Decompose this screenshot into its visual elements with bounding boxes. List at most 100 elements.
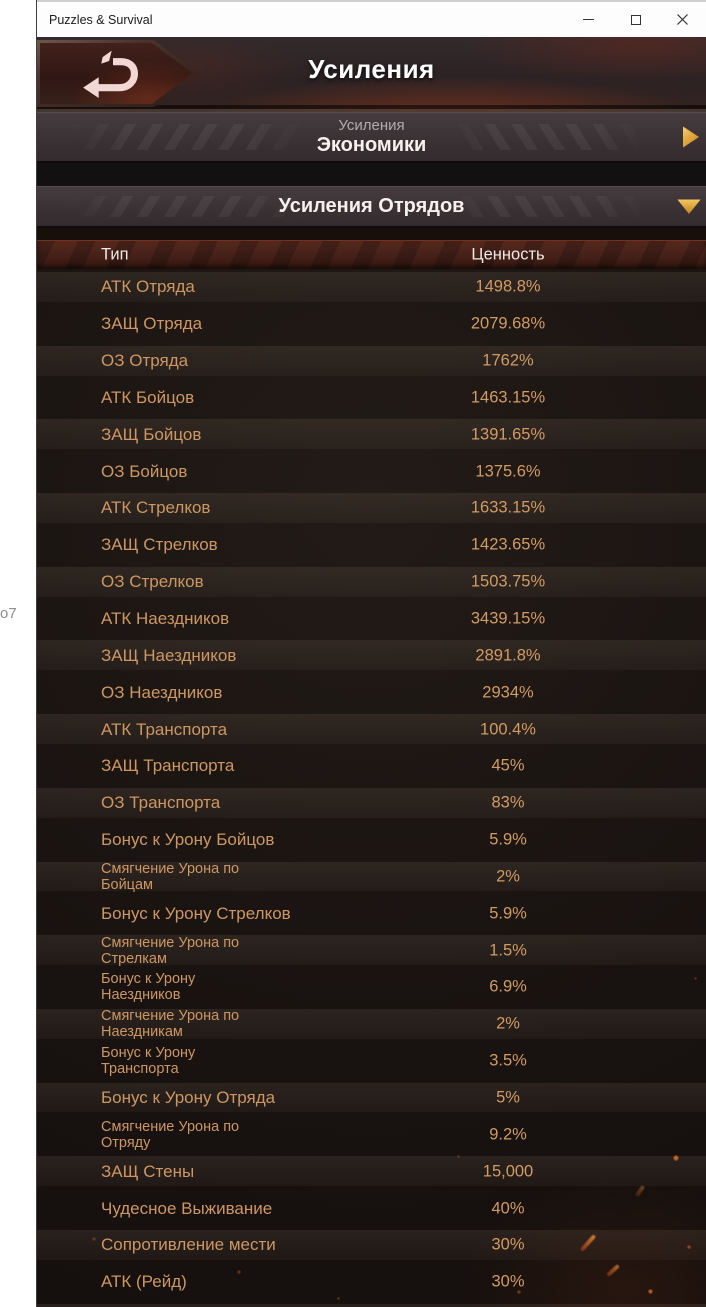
- row-value: 2%: [496, 1014, 520, 1033]
- minimize-button[interactable]: [565, 2, 612, 37]
- row-type-label: ЗАЩ Стены: [101, 1161, 195, 1181]
- row-type-label: Бонус к Урону Стрелков: [101, 903, 291, 923]
- row-value: 6.9%: [489, 977, 527, 996]
- table-row: Смягчение Урона по Наездникам 2%: [37, 1006, 706, 1043]
- column-header-value: Ценность: [471, 245, 545, 264]
- section-header-troops[interactable]: Усиления Отрядов: [37, 186, 706, 228]
- table-row: ЗАЩ Отряда 2079.68%: [37, 306, 706, 343]
- row-value: 1391.65%: [470, 425, 546, 444]
- row-type-label: Смягчение Урона по Бойцам: [101, 860, 240, 893]
- table-row: ОЗ Отряда 1762%: [37, 343, 706, 380]
- back-arrow-icon: [83, 50, 139, 99]
- row-value: 30%: [491, 1235, 525, 1254]
- table-row: ЗАЩ Бойцов 1391.65%: [37, 416, 706, 453]
- row-type-label: Бонус к Урону Бойцов: [101, 830, 275, 850]
- row-value: 3.5%: [489, 1051, 527, 1070]
- table-header-row: Тип Ценность: [37, 240, 706, 269]
- row-value: 2079.68%: [470, 314, 546, 333]
- row-value: 3439.15%: [470, 609, 546, 628]
- hazard-stripes-right: [446, 195, 646, 218]
- boost-table-body: АТК Отряда 1498.8% ЗАЩ Отряда 2079.68% ОЗ От…: [37, 269, 706, 1301]
- table-row: ЗАЩ Транспорта 45%: [37, 748, 706, 785]
- row-value: 1423.65%: [470, 535, 546, 554]
- maximize-icon: [630, 14, 641, 25]
- row-value: 1.5%: [489, 941, 527, 960]
- row-value: 2934%: [482, 683, 534, 702]
- table-row: ЗАЩ Стены 15,000: [37, 1153, 706, 1190]
- row-value: 15,000: [482, 1162, 534, 1181]
- table-row: Смягчение Урона по Стрелкам 1.5%: [37, 932, 706, 969]
- table-row: Бонус к Урону Наездников 6.9%: [37, 969, 706, 1006]
- table-row: Бонус к Урону Транспорта 3.5%: [37, 1043, 706, 1080]
- row-type-label: АТК Стрелков: [101, 498, 211, 518]
- row-value: 45%: [491, 756, 525, 775]
- table-row: ОЗ Наездников 2934%: [37, 674, 706, 711]
- boost-table: Тип Ценность АТК Отряда 1498.8% ЗАЩ Отряда…: [37, 228, 706, 1307]
- minimize-icon: [583, 19, 594, 20]
- row-type-label: ОЗ Транспорта: [101, 793, 221, 813]
- row-type-label: Бонус к Урону Отряда: [101, 1087, 276, 1107]
- table-row: АТК Стрелков 1633.15%: [37, 490, 706, 527]
- table-row: ОЗ Стрелков 1503.75%: [37, 564, 706, 601]
- hazard-stripes-left: [65, 195, 310, 218]
- window-controls: [565, 2, 706, 37]
- row-type-label: Смягчение Урона по Стрелкам: [101, 934, 240, 967]
- row-value: 1498.8%: [475, 277, 541, 296]
- table-row: Смягчение Урона по Отряду 9.2%: [37, 1116, 706, 1153]
- section-troops-label: Усиления Отрядов: [278, 195, 465, 217]
- row-type-label: ЗАЩ Транспорта: [101, 756, 235, 776]
- row-type-label: АТК Отряда: [101, 277, 195, 297]
- row-value: 9.2%: [489, 1125, 527, 1144]
- row-value: 30%: [491, 1272, 525, 1291]
- table-row: АТК Отряда 1498.8%: [37, 269, 706, 306]
- row-type-label: ОЗ Бойцов: [101, 461, 188, 481]
- maximize-button[interactable]: [612, 2, 659, 37]
- table-row: ЗАЩ Наездников 2891.8%: [37, 637, 706, 674]
- section-header-economy[interactable]: Усиления Экономики: [37, 112, 706, 163]
- section-economy-label: Усиления Экономики: [316, 117, 427, 156]
- row-value: 1463.15%: [470, 388, 546, 407]
- window-title: Puzzles & Survival: [49, 12, 153, 27]
- row-type-label: Смягчение Урона по Отряду: [101, 1118, 240, 1151]
- table-row: Сопротивление мести 30%: [37, 1227, 706, 1264]
- table-row: АТК Наездников 3439.15%: [37, 601, 706, 638]
- row-value: 40%: [491, 1199, 525, 1218]
- row-type-label: ОЗ Отряда: [101, 351, 189, 371]
- close-icon: [677, 14, 688, 25]
- table-row: Чудесное Выживание 40%: [37, 1190, 706, 1227]
- table-top-spacer: [37, 228, 706, 240]
- row-type-label: ОЗ Стрелков: [101, 572, 204, 592]
- partial-row-band: [37, 1301, 706, 1307]
- row-value: 5%: [496, 1088, 520, 1107]
- table-row: АТК Бойцов 1463.15%: [37, 380, 706, 417]
- row-type-label: Чудесное Выживание: [101, 1198, 273, 1218]
- page-header: Усиления: [37, 37, 706, 112]
- table-row: АТК Транспорта 100.4%: [37, 711, 706, 748]
- section-divider: [37, 163, 706, 186]
- row-type-label: ЗАЩ Наездников: [101, 645, 237, 665]
- table-row: ЗАЩ Стрелков 1423.65%: [37, 527, 706, 564]
- window-titlebar: Puzzles & Survival: [37, 0, 706, 37]
- row-value: 5.9%: [489, 830, 527, 849]
- row-type-label: Смягчение Урона по Наездникам: [101, 1008, 240, 1041]
- row-type-label: Бонус к Урону Транспорта: [101, 1045, 196, 1078]
- row-type-label: ЗАЩ Отряда: [101, 314, 203, 334]
- app-window: Puzzles & Survival: [36, 0, 706, 1307]
- table-row: ОЗ Бойцов 1375.6%: [37, 453, 706, 490]
- row-type-label: АТК (Рейд): [101, 1272, 187, 1292]
- table-row: Смягчение Урона по Бойцам 2%: [37, 859, 706, 896]
- row-value: 100.4%: [480, 720, 536, 739]
- row-type-label: ЗАЩ Бойцов: [101, 424, 202, 444]
- table-row: Бонус к Урону Стрелков 5.9%: [37, 895, 706, 932]
- row-value: 1375.6%: [475, 462, 541, 481]
- game-screen: Усиления Усиления Экономики Усиления Отр…: [37, 37, 706, 1307]
- row-value: 2891.8%: [475, 646, 541, 665]
- row-type-label: ЗАЩ Стрелков: [101, 535, 218, 555]
- close-button[interactable]: [659, 2, 706, 37]
- desktop-partial-text: o7: [0, 605, 17, 622]
- hazard-stripes-left: [65, 123, 310, 151]
- table-row: Бонус к Урону Отряда 5%: [37, 1080, 706, 1117]
- table-row: Бонус к Урону Бойцов 5.9%: [37, 822, 706, 859]
- row-type-label: АТК Бойцов: [101, 387, 195, 407]
- table-row: АТК (Рейд) 30%: [37, 1264, 706, 1301]
